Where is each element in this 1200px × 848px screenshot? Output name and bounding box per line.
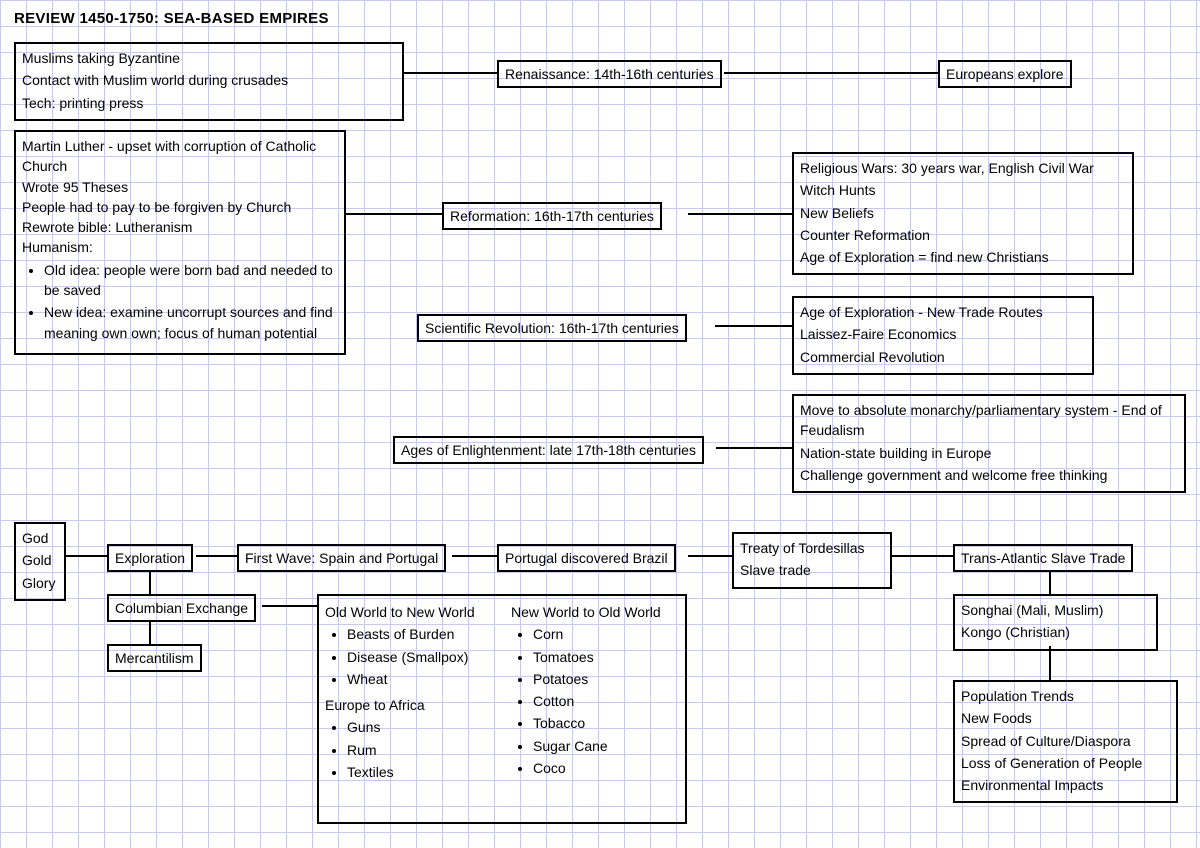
first-wave: First Wave: Spain and Portugal	[237, 544, 446, 572]
text: Spread of Culture/Diaspora	[961, 731, 1170, 751]
text: Glory	[22, 573, 58, 593]
portugal-brazil: Portugal discovered Brazil	[497, 544, 676, 572]
oldnew-header: Old World to New World	[325, 602, 493, 622]
text: Religious Wars: 30 years war, English Ci…	[800, 158, 1126, 178]
bullet: Sugar Cane	[533, 736, 679, 756]
bullet: Tomatoes	[533, 647, 679, 667]
text: Rewrote bible: Lutheranism	[22, 217, 338, 237]
text: Muslims taking Byzantine	[22, 48, 396, 68]
text: Humanism:	[22, 237, 338, 257]
text: New Beliefs	[800, 203, 1126, 223]
text: Wrote 95 Theses	[22, 177, 338, 197]
bullet: Old idea: people were born bad and neede…	[44, 260, 338, 301]
bullet: Beasts of Burden	[347, 624, 493, 644]
text: Counter Reformation	[800, 225, 1126, 245]
text: God	[22, 528, 58, 548]
bullet: Corn	[533, 624, 679, 644]
bullet: Coco	[533, 758, 679, 778]
bullet: Disease (Smallpox)	[347, 647, 493, 667]
text: Age of Exploration = find new Christians	[800, 247, 1126, 267]
renaissance-causes: Muslims taking Byzantine Contact with Mu…	[14, 42, 404, 121]
bullet: Cotton	[533, 691, 679, 711]
eurafr-header: Europe to Africa	[325, 695, 493, 715]
renaissance-effect: Europeans explore	[938, 60, 1072, 88]
reformation-effects: Religious Wars: 30 years war, English Ci…	[792, 152, 1134, 275]
scientific-label: Scientific Revolution: 16th-17th centuri…	[417, 314, 687, 342]
slave-trade: Trans-Atlantic Slave Trade	[953, 544, 1133, 572]
text: Gold	[22, 550, 58, 570]
text: Age of Exploration - New Trade Routes	[800, 302, 1086, 322]
text: Commercial Revolution	[800, 347, 1086, 367]
text: Loss of Generation of People	[961, 753, 1170, 773]
renaissance-label: Renaissance: 14th-16th centuries	[497, 60, 722, 88]
text: Population Trends	[961, 686, 1170, 706]
text: Slave trade	[740, 560, 884, 580]
enlightenment-effects: Move to absolute monarchy/parliamentary …	[792, 394, 1186, 493]
columbian-exchange: Columbian Exchange	[107, 594, 256, 622]
enlightenment-label: Ages of Enlightenment: late 17th-18th ce…	[393, 436, 704, 464]
diagram-canvas: REVIEW 1450-1750: SEA-BASED EMPIRES Musl…	[0, 0, 1200, 848]
text: Songhai (Mali, Muslim)	[961, 600, 1150, 620]
text: New Foods	[961, 708, 1170, 728]
text: People had to pay to be forgiven by Chur…	[22, 197, 338, 217]
ggg: God Gold Glory	[14, 522, 66, 601]
text: Challenge government and welcome free th…	[800, 465, 1178, 485]
impacts: Population Trends New Foods Spread of Cu…	[953, 680, 1178, 803]
africa-kingdoms: Songhai (Mali, Muslim) Kongo (Christian)	[953, 594, 1158, 651]
text: Kongo (Christian)	[961, 622, 1150, 642]
exploration-label: Exploration	[107, 544, 193, 572]
newold-header: New World to Old World	[511, 602, 679, 622]
text: Tech: printing press	[22, 93, 396, 113]
text: Treaty of Tordesillas	[740, 538, 884, 558]
exchange-details: Old World to New World Beasts of Burden …	[317, 594, 687, 824]
bullet: Textiles	[347, 762, 493, 782]
bullet: Potatoes	[533, 669, 679, 689]
text: Move to absolute monarchy/parliamentary …	[800, 400, 1178, 441]
bullet: Guns	[347, 717, 493, 737]
reformation-causes: Martin Luther - upset with corruption of…	[14, 130, 346, 355]
mercantilism: Mercantilism	[107, 644, 202, 672]
text: Witch Hunts	[800, 180, 1126, 200]
bullet: New idea: examine uncorrupt sources and …	[44, 302, 338, 343]
text: Environmental Impacts	[961, 775, 1170, 795]
scientific-effects: Age of Exploration - New Trade Routes La…	[792, 296, 1094, 375]
text: Nation-state building in Europe	[800, 443, 1178, 463]
bullet: Rum	[347, 740, 493, 760]
bullet: Tobacco	[533, 713, 679, 733]
text: Martin Luther - upset with corruption of…	[22, 136, 338, 177]
page-title: REVIEW 1450-1750: SEA-BASED EMPIRES	[14, 10, 329, 27]
text: Laissez-Faire Economics	[800, 324, 1086, 344]
text: Contact with Muslim world during crusade…	[22, 70, 396, 90]
reformation-label: Reformation: 16th-17th centuries	[442, 202, 662, 230]
treaty: Treaty of Tordesillas Slave trade	[732, 532, 892, 589]
bullet: Wheat	[347, 669, 493, 689]
